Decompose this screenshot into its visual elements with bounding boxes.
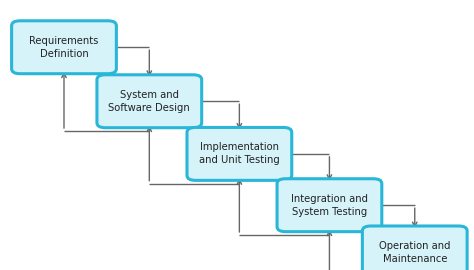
Text: System and
Software Design: System and Software Design	[109, 90, 190, 113]
FancyBboxPatch shape	[277, 179, 382, 232]
Text: Implementation
and Unit Testing: Implementation and Unit Testing	[199, 143, 280, 165]
FancyBboxPatch shape	[362, 226, 467, 270]
Text: Requirements
Definition: Requirements Definition	[29, 36, 99, 59]
FancyBboxPatch shape	[97, 75, 201, 128]
Text: Operation and
Maintenance: Operation and Maintenance	[379, 241, 450, 264]
FancyBboxPatch shape	[187, 127, 292, 180]
FancyBboxPatch shape	[12, 21, 117, 74]
Text: Integration and
System Testing: Integration and System Testing	[291, 194, 368, 217]
